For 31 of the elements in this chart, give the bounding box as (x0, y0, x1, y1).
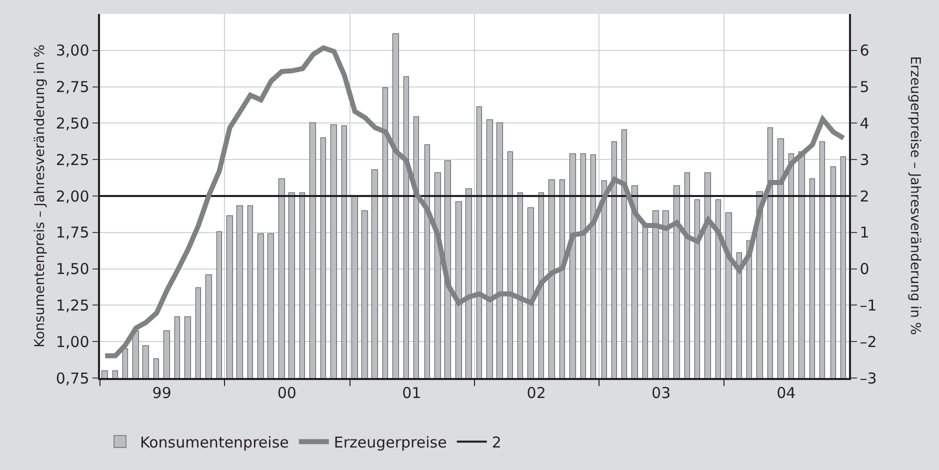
x-tick-label: 02 (526, 384, 546, 402)
y2-tick-label: 6 (860, 42, 870, 60)
y2-tick-label: 3 (860, 150, 870, 169)
x-tick-label: 99 (152, 384, 172, 402)
y-tick-label: 3,00 (56, 42, 90, 60)
y-tick-label: 0,75 (56, 369, 90, 388)
y-tick-label: 2,25 (56, 150, 90, 169)
legend-label: Erzeugerpreise (334, 433, 447, 452)
y2-tick-label: 1 (860, 224, 870, 242)
legend-label: 2 (492, 433, 502, 452)
y-tick-label: 1,00 (56, 332, 90, 351)
y2-tick-label: 4 (860, 114, 870, 132)
y2-tick-label: 2 (860, 187, 870, 206)
y-tick-label: 1,25 (56, 296, 90, 314)
y-tick-label: 1,75 (56, 224, 90, 242)
x-tick-label: 00 (277, 384, 296, 402)
y2-tick-label: –2 (860, 332, 877, 351)
x-tick-label: 03 (652, 384, 671, 402)
legend-label: Konsumentenpreise (140, 433, 289, 452)
y2-tick-label: 0 (860, 260, 870, 278)
y2-tick-label: –3 (860, 369, 877, 388)
y-tick-label: 2,00 (56, 187, 90, 206)
y2-tick-label: 5 (860, 78, 870, 96)
x-tick-label: 01 (402, 384, 422, 402)
y-axis-title: Konsumentenpreis – Jahresveränderung in % (32, 44, 48, 348)
x-tick-label: 04 (776, 384, 796, 402)
y-tick-label: 2,50 (56, 114, 90, 132)
y-tick-label: 1,50 (56, 260, 90, 278)
y2-tick-label: –1 (860, 296, 877, 314)
y2-axis-title: Erzeugerpreise – Jahresveränderung in % (906, 56, 923, 336)
y-tick-label: 2,75 (56, 78, 90, 96)
